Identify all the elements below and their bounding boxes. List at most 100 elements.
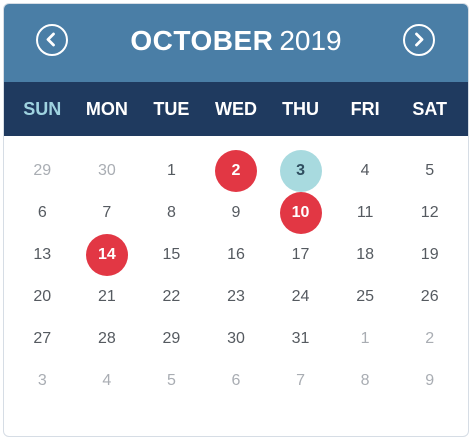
day-cell[interactable]: 16	[204, 234, 269, 276]
day-number: 31	[291, 330, 310, 347]
day-cell[interactable]: 7	[268, 360, 333, 402]
day-cell[interactable]: 29	[10, 150, 75, 192]
weekday-mon: MON	[85, 99, 128, 119]
day-number: 30	[97, 162, 116, 179]
month-year-title: OCTOBER 2019	[4, 4, 468, 82]
day-number: 16	[227, 246, 245, 263]
day-number: 7	[102, 204, 112, 221]
day-cell[interactable]: 6	[10, 192, 75, 234]
day-cell[interactable]: 30	[75, 150, 140, 192]
days-grid: 29 30 1 2 3 4 5 6 7 8 9 10 11 12 13 14 15 16 17 18 19 20 21 22 2…	[4, 150, 468, 402]
weekday-sun: SUN	[23, 99, 62, 119]
day-cell[interactable]: 5	[397, 150, 462, 192]
day-cell[interactable]: 17	[268, 234, 333, 276]
day-cell[interactable]: 4	[333, 150, 398, 192]
day-number: 25	[356, 288, 375, 305]
day-cell-event[interactable]: 2	[204, 150, 269, 192]
day-cell[interactable]: 19	[397, 234, 462, 276]
day-cell[interactable]: 8	[333, 360, 398, 402]
day-cell[interactable]: 28	[75, 318, 140, 360]
calendar: OCTOBER 2019 SUN MON TUE WED THU FRI SAT …	[3, 3, 469, 437]
day-number: 2	[231, 162, 241, 179]
day-number: 15	[162, 246, 181, 263]
weekday-header-row: SUN MON TUE WED THU FRI SAT	[4, 82, 468, 136]
day-cell[interactable]: 7	[75, 192, 140, 234]
day-cell[interactable]: 11	[333, 192, 398, 234]
day-cell[interactable]: 20	[10, 276, 75, 318]
day-number: 5	[166, 372, 176, 389]
day-number: 5	[425, 162, 435, 179]
day-number: 12	[420, 204, 439, 221]
month-name: OCTOBER	[130, 25, 274, 56]
day-number: 29	[33, 162, 52, 179]
day-cell[interactable]: 23	[204, 276, 269, 318]
day-cell[interactable]: 9	[397, 360, 462, 402]
day-number: 2	[425, 330, 435, 347]
day-cell[interactable]: 21	[75, 276, 140, 318]
chevron-left-icon	[46, 32, 55, 47]
next-month-button[interactable]	[403, 24, 435, 56]
day-cell[interactable]: 9	[204, 192, 269, 234]
day-cell-event[interactable]: 14	[75, 234, 140, 276]
day-number: 3	[296, 162, 306, 179]
day-cell[interactable]: 13	[10, 234, 75, 276]
weekday-tue: TUE	[153, 99, 190, 119]
day-cell[interactable]: 18	[333, 234, 398, 276]
weekday-thu: THU	[282, 99, 320, 119]
year: 2019	[279, 25, 342, 56]
day-number: 9	[425, 372, 435, 389]
day-number: 26	[420, 288, 439, 305]
previous-month-button[interactable]	[36, 24, 68, 56]
day-number: 20	[33, 288, 52, 305]
day-number: 9	[231, 204, 241, 221]
day-cell-event[interactable]: 10	[268, 192, 333, 234]
day-number: 29	[162, 330, 181, 347]
day-cell[interactable]: 24	[268, 276, 333, 318]
day-number: 6	[37, 204, 47, 221]
day-number: 28	[97, 330, 116, 347]
day-number: 1	[360, 330, 370, 347]
day-cell[interactable]: 1	[139, 150, 204, 192]
day-cell[interactable]: 6	[204, 360, 269, 402]
day-number: 19	[420, 246, 439, 263]
day-cell[interactable]: 29	[139, 318, 204, 360]
day-number: 11	[356, 204, 374, 221]
day-number: 8	[360, 372, 370, 389]
day-cell[interactable]: 5	[139, 360, 204, 402]
day-cell[interactable]: 12	[397, 192, 462, 234]
day-cell[interactable]: 25	[333, 276, 398, 318]
day-number: 23	[227, 288, 245, 305]
day-number: 7	[296, 372, 306, 389]
day-number: 1	[166, 162, 176, 179]
day-number: 30	[227, 330, 245, 347]
day-number: 22	[162, 288, 181, 305]
day-number: 14	[97, 246, 116, 263]
weekday-sat: SAT	[412, 99, 448, 119]
day-cell[interactable]: 15	[139, 234, 204, 276]
day-number: 21	[97, 288, 116, 305]
day-number: 6	[231, 372, 241, 389]
day-cell[interactable]: 3	[10, 360, 75, 402]
day-cell[interactable]: 26	[397, 276, 462, 318]
day-number: 27	[33, 330, 52, 347]
calendar-header: OCTOBER 2019	[4, 4, 468, 82]
day-number: 10	[291, 204, 310, 221]
day-cell[interactable]: 1	[333, 318, 398, 360]
day-cell[interactable]: 31	[268, 318, 333, 360]
day-cell[interactable]: 27	[10, 318, 75, 360]
day-cell[interactable]: 22	[139, 276, 204, 318]
day-cell-today[interactable]: 3	[268, 150, 333, 192]
day-cell[interactable]: 8	[139, 192, 204, 234]
day-cell[interactable]: 30	[204, 318, 269, 360]
day-number: 18	[356, 246, 375, 263]
weekday-wed: WED	[214, 99, 257, 119]
day-number: 4	[102, 372, 112, 389]
day-number: 4	[360, 162, 370, 179]
day-cell[interactable]: 2	[397, 318, 462, 360]
day-number: 8	[166, 204, 176, 221]
day-number: 13	[33, 246, 52, 263]
weekday-fri: FRI	[350, 99, 380, 119]
day-number: 3	[37, 372, 47, 389]
day-cell[interactable]: 4	[75, 360, 140, 402]
day-number: 17	[291, 246, 310, 263]
